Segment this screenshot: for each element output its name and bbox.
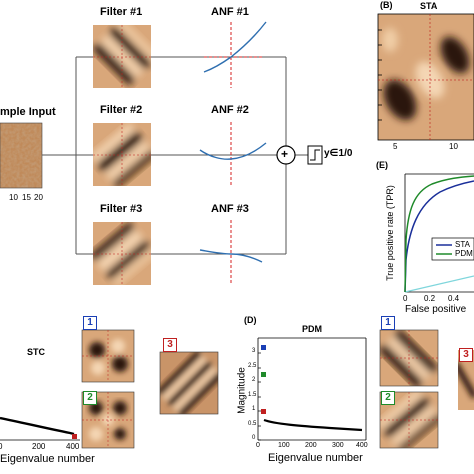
pdm-ytick-0: 0 [252, 435, 256, 441]
roc-legend-pdm: PDM [455, 249, 473, 258]
filter-3-image [93, 222, 151, 285]
pdm-xtick-400: 400 [356, 442, 368, 449]
sta-tick-10: 10 [449, 142, 458, 151]
pdm-xtick-0: 0 [256, 442, 260, 449]
roc-legend-sta: STA [455, 240, 470, 249]
stc-badge-3: 3 [163, 338, 177, 352]
stc-badge-2: 2 [83, 391, 97, 405]
pdm-badge-3: 3 [459, 348, 473, 362]
pdm-point-3 [261, 409, 266, 414]
panel-d-tag: (D) [244, 315, 257, 325]
sum-node [276, 145, 296, 165]
stc-xlabel: Eigenvalue number [0, 453, 95, 465]
filter-3-title: Filter #3 [100, 203, 143, 215]
stc-badge-1: 1 [83, 316, 97, 330]
pdm-ytick-15: 1.5 [248, 392, 257, 398]
pdm-badge-2: 2 [381, 391, 395, 405]
sum-symbol: + [281, 147, 289, 161]
pdm-mode-3-image [458, 350, 474, 410]
pdm-xtick-300: 300 [332, 442, 344, 449]
anf-1-curve [203, 21, 267, 73]
anf-3-title: ANF #3 [211, 203, 249, 215]
sample-input-label: mple Input [0, 106, 56, 118]
pdm-xtick-200: 200 [305, 442, 317, 449]
filter-crosshairs [93, 25, 151, 285]
panel-b-title: STA [420, 1, 438, 11]
stc-xtick-200: 200 [32, 442, 46, 451]
filter-1-title: Filter #1 [100, 6, 143, 18]
roc-xtick-0: 0 [403, 294, 408, 303]
pdm-point-1 [261, 345, 266, 350]
input-tick-10: 10 [9, 193, 18, 202]
filter-2-image [93, 123, 151, 186]
stc-red-point [72, 434, 77, 439]
roc-chance-line [404, 275, 474, 293]
panel-c-title: STC [27, 347, 45, 357]
anf-1-title: ANF #1 [211, 6, 249, 18]
stc-mode-3-image [160, 352, 218, 414]
filter-2-title: Filter #2 [100, 104, 143, 116]
stc-xtick-400: 400 [66, 442, 80, 451]
pdm-axes [257, 337, 367, 441]
anf-3-curve [199, 249, 263, 263]
sta-tick-5: 5 [393, 142, 398, 151]
roc-xtick-1: 0.2 [424, 294, 436, 303]
stc-eigen-curve [0, 416, 75, 436]
pdm-xtick-100: 100 [278, 442, 290, 449]
sample-input-image [0, 123, 42, 188]
pdm-ytick-3: 3 [252, 348, 256, 354]
input-tick-15: 15 [22, 193, 31, 202]
sta-image [378, 14, 474, 140]
panel-b-tag: (B) [380, 0, 393, 10]
pdm-ylabel: Magnitude [236, 367, 248, 414]
connection-lines [42, 56, 308, 255]
anf-2-title: ANF #2 [211, 104, 249, 116]
input-tick-20: 20 [34, 193, 43, 202]
stc-xtick-0: 0 [0, 442, 3, 451]
anf-2-curve [199, 142, 267, 160]
panel-d-title: PDM [302, 324, 322, 334]
pdm-badge-1: 1 [381, 316, 395, 330]
pdm-eigen-curve [263, 418, 363, 432]
pdm-point-2 [261, 372, 266, 377]
filter-1-image [93, 25, 151, 88]
pdm-xlabel: Eigenvalue number [268, 452, 363, 464]
roc-sta-curve [404, 180, 474, 293]
pdm-ytick-25: 2.5 [248, 363, 257, 369]
roc-ylabel: True positive rate (TPR) [385, 185, 395, 281]
output-label: y∈1/0 [324, 148, 353, 159]
pdm-ytick-2: 2 [252, 377, 256, 383]
roc-pdm-curve [404, 175, 474, 293]
roc-xlabel: False positive [405, 304, 467, 315]
pdm-ytick-05: 0.5 [248, 421, 257, 427]
roc-xtick-2: 0.4 [448, 294, 460, 303]
panel-e-tag: (E) [376, 160, 388, 170]
pdm-ytick-1: 1 [252, 406, 256, 412]
anf-dashed-axes [204, 22, 262, 285]
pdm-mode-1-image [380, 330, 438, 386]
